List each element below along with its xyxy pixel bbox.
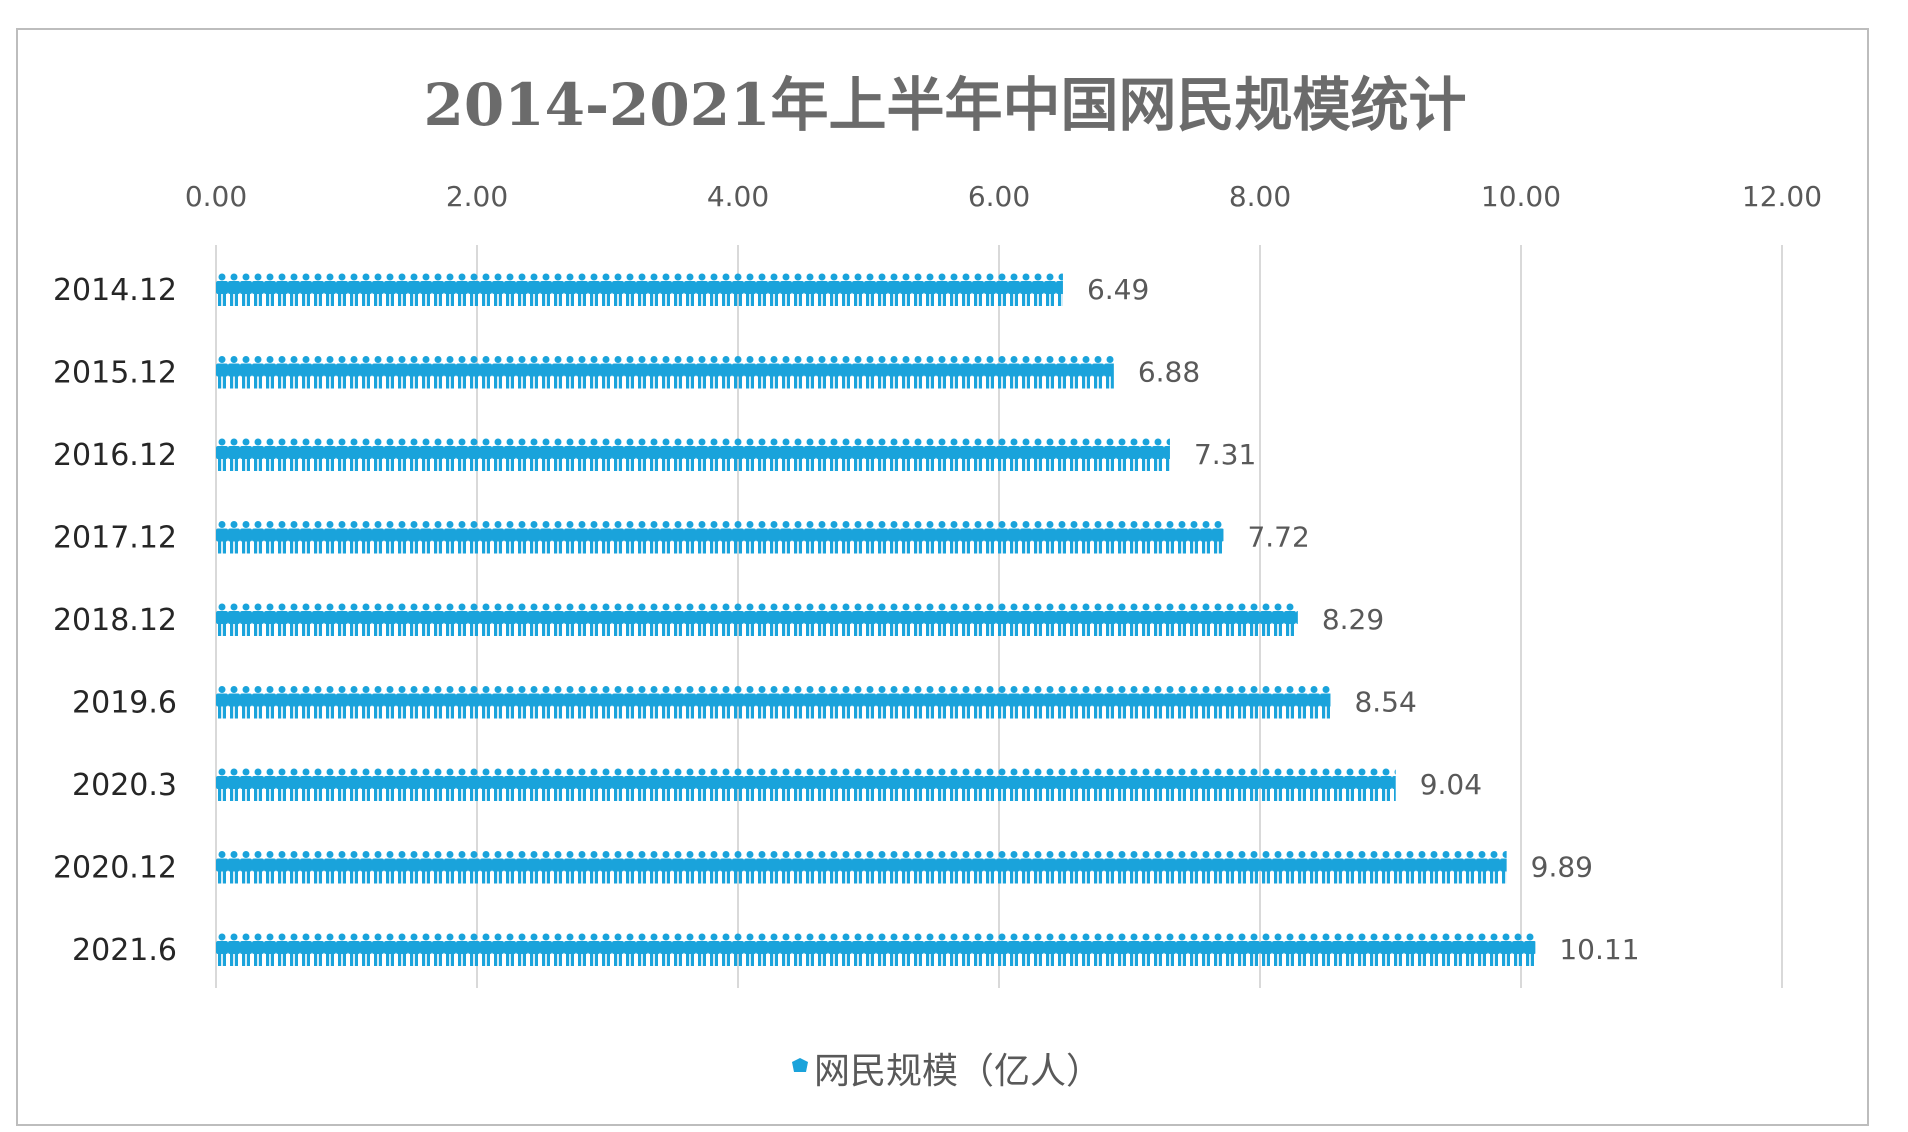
bar bbox=[216, 932, 1536, 966]
bar bbox=[216, 354, 1114, 389]
bar bbox=[216, 519, 1224, 554]
value-label: 10.11 bbox=[1559, 933, 1639, 966]
x-tick-label: 4.00 bbox=[707, 180, 769, 213]
bar bbox=[216, 437, 1170, 471]
category-label: 2017.12 bbox=[53, 521, 177, 556]
bar bbox=[216, 272, 1063, 306]
value-label: 7.72 bbox=[1247, 521, 1309, 554]
bar bbox=[216, 767, 1396, 801]
category-label: 2018.12 bbox=[53, 603, 177, 638]
value-label: 7.31 bbox=[1194, 438, 1256, 471]
category-label: 2020.3 bbox=[72, 768, 177, 803]
category-label: 2016.12 bbox=[53, 438, 177, 473]
bar bbox=[216, 849, 1507, 884]
bar bbox=[216, 602, 1298, 636]
chart-title: 2014-2021年上半年中国网民规模统计 bbox=[424, 71, 1467, 139]
legend-person-icon bbox=[792, 1058, 808, 1072]
value-label: 8.54 bbox=[1354, 686, 1416, 719]
value-label: 6.88 bbox=[1138, 356, 1200, 389]
x-tick-label: 12.00 bbox=[1742, 180, 1822, 213]
category-label: 2014.12 bbox=[53, 273, 177, 308]
category-label: 2020.12 bbox=[53, 851, 177, 886]
bar bbox=[216, 684, 1331, 719]
category-label: 2021.6 bbox=[72, 933, 177, 968]
value-label: 6.49 bbox=[1087, 273, 1149, 306]
value-label: 9.89 bbox=[1531, 851, 1593, 884]
category-label: 2019.6 bbox=[72, 686, 177, 721]
legend-label: 网民规模（亿人） bbox=[814, 1051, 1102, 1092]
x-tick-label: 6.00 bbox=[968, 180, 1030, 213]
x-tick-label: 2.00 bbox=[446, 180, 508, 213]
x-tick-label: 0.00 bbox=[185, 180, 247, 213]
x-tick-label: 10.00 bbox=[1481, 180, 1561, 213]
value-label: 9.04 bbox=[1420, 768, 1482, 801]
value-label: 8.29 bbox=[1322, 603, 1384, 636]
category-label: 2015.12 bbox=[53, 356, 177, 391]
legend: 网民规模（亿人） bbox=[792, 1051, 1102, 1092]
x-tick-label: 8.00 bbox=[1229, 180, 1291, 213]
